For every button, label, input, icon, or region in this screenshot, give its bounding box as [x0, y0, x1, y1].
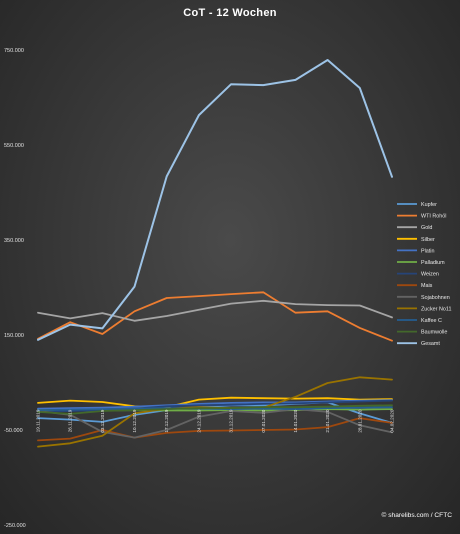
y-tick-label: -250.000 — [4, 523, 26, 529]
x-tick-label: 19.11.2019 — [36, 409, 41, 432]
series-line-mais — [37, 417, 393, 442]
legend-label: WTI Rohöl — [421, 214, 446, 220]
y-tick-label: 550.000 — [4, 143, 24, 149]
legend-label: Gold — [421, 225, 432, 231]
legend-item: Baumwolle — [397, 330, 447, 336]
x-axis: 19.11.2019 26.11.2019 03.12.2019 10.12.2019… — [36, 409, 395, 433]
legend-item: Zucker No11 — [397, 306, 451, 312]
legend-item: Kupfer — [397, 202, 437, 208]
legend-item: Silber — [397, 237, 435, 243]
y-tick-label: 150.000 — [4, 333, 24, 339]
legend-item: Palladium — [397, 260, 445, 266]
legend-item: Platin — [397, 248, 435, 254]
legend-label: Baumwolle — [421, 330, 447, 336]
legend-item: Sojabohnen — [397, 295, 450, 301]
series-line-kupfer — [37, 401, 393, 424]
legend-label: Weizen — [421, 272, 439, 278]
chart-title: CoT - 12 Wochen — [183, 7, 277, 19]
legend-label: Sojabohnen — [421, 295, 450, 301]
legend-label: Gesamt — [421, 341, 440, 347]
x-tick-label: 28.01.2020 — [357, 409, 362, 432]
series-line-baumwolle — [37, 404, 393, 415]
x-tick-label: 21.01.2020 — [325, 409, 330, 432]
legend-label: Zucker No11 — [421, 306, 451, 312]
x-tick-label: 10.12.2019 — [132, 409, 137, 432]
legend-item: WTI Rohöl — [397, 214, 446, 220]
x-tick-label: 03.12.2019 — [100, 409, 105, 432]
legend-label: Kaffee C — [421, 318, 442, 324]
series-line-sojabohnen — [37, 408, 393, 439]
x-tick-label: 31.12.2019 — [229, 409, 234, 432]
series-line-wti-roh-l — [37, 291, 393, 342]
legend-label: Mais — [421, 283, 433, 289]
legend-label: Palladium — [421, 260, 445, 266]
y-tick-label: -50.000 — [4, 428, 23, 434]
x-tick-label: 14.01.2020 — [293, 409, 298, 432]
legend-item: Gold — [397, 225, 432, 231]
y-tick-label: 350.000 — [4, 238, 24, 244]
legend-label: Kupfer — [421, 202, 437, 208]
series-line-gold — [37, 299, 393, 322]
legend-item: Gesamt — [397, 341, 440, 347]
y-tick-label: 750.000 — [4, 48, 24, 54]
series-line-weizen — [37, 399, 393, 413]
x-tick-label: 17.12.2019 — [164, 409, 169, 432]
x-tick-label: 07.01.2020 — [261, 409, 266, 432]
series-line-silber — [37, 396, 393, 409]
series-line-gesamt — [37, 59, 393, 341]
legend-label: Platin — [421, 248, 435, 254]
legend: Kupfer WTI Rohöl Gold Silber Platin Palladium… — [397, 202, 451, 347]
x-tick-label: 04.02.2020 — [390, 409, 395, 432]
legend-item: Mais — [397, 283, 433, 289]
x-tick-label: 24.12.2019 — [196, 409, 201, 432]
y-axis: 750.000 550.000 350.000 150.000 -50.000 -250.… — [4, 48, 26, 529]
legend-item: Weizen — [397, 272, 439, 278]
x-tick-label: 26.11.2019 — [68, 409, 73, 432]
series-lines — [37, 59, 393, 448]
legend-label: Silber — [421, 237, 435, 243]
legend-item: Kaffee C — [397, 318, 442, 324]
source-credit: © sharelibs.com / CFTC — [382, 511, 453, 519]
